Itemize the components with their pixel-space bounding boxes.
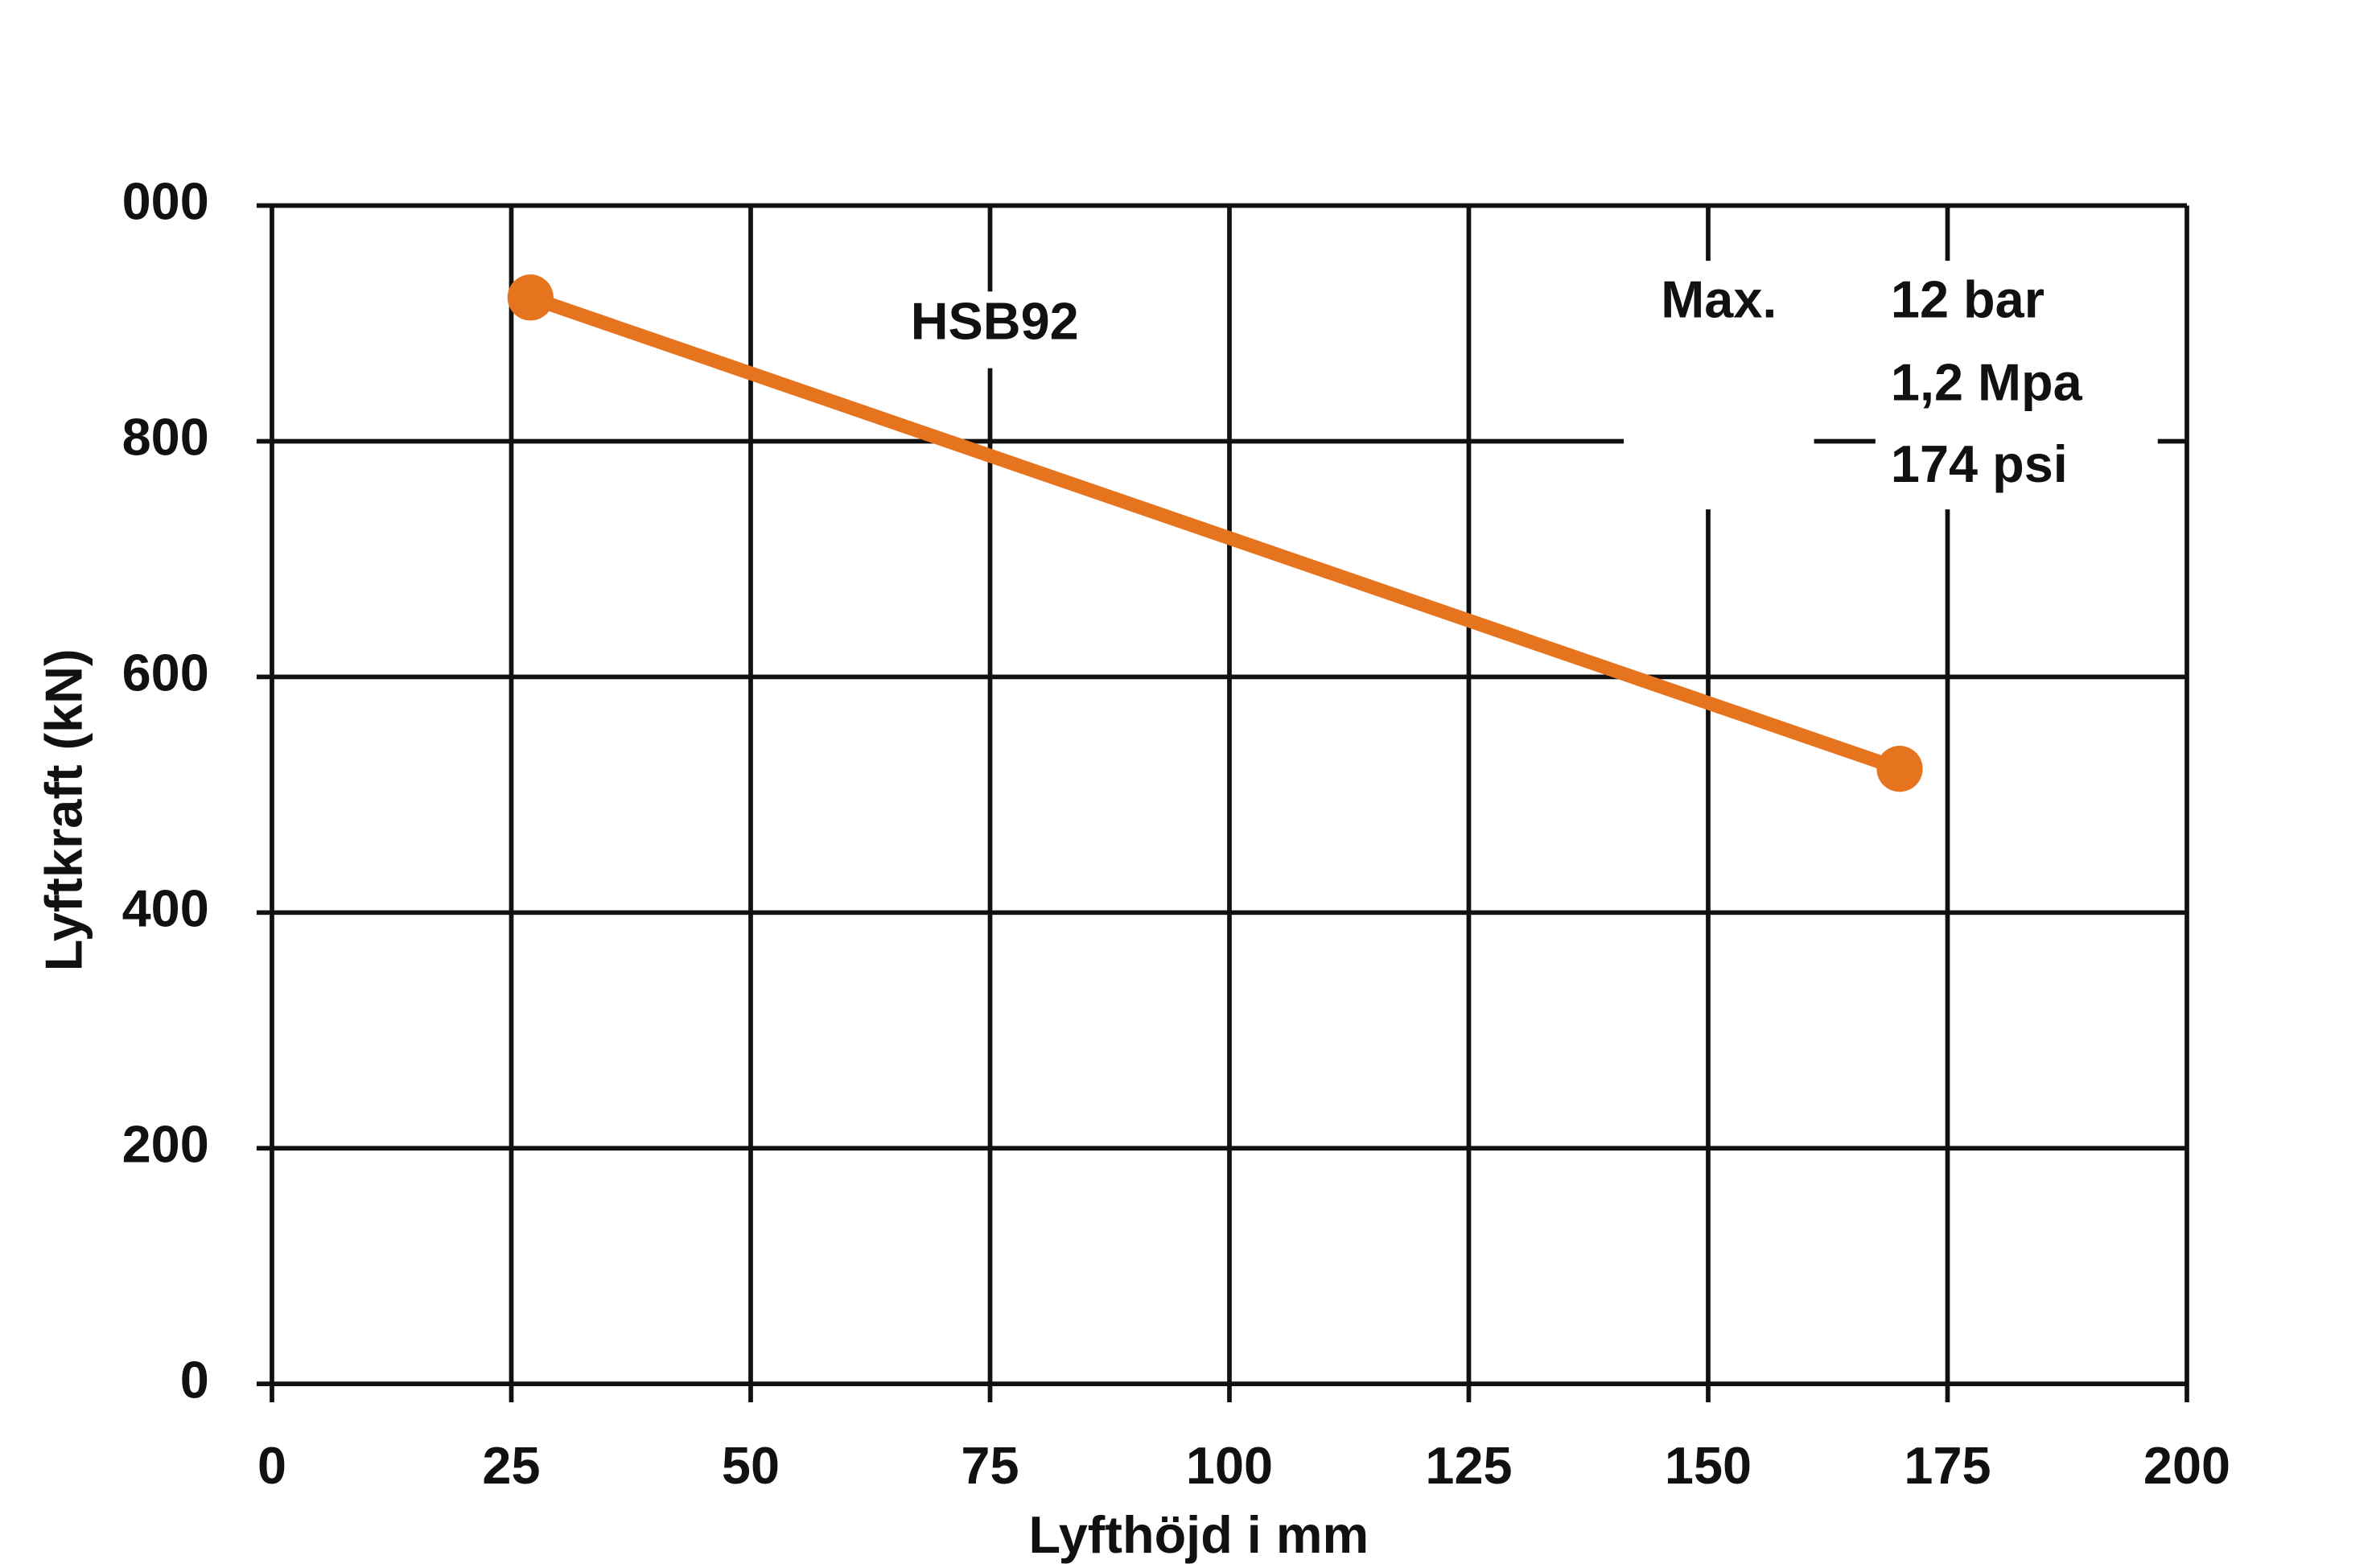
x-tick-label: 0 [257,1436,286,1495]
y-tick-label: 0 [180,1350,209,1409]
annotation: Max. [1661,270,1777,329]
x-tick-label: 200 [2143,1436,2230,1495]
x-tick-label: 175 [1904,1436,1991,1495]
series-line [523,290,1907,776]
y-axis-label: Lyftkraft (kN) [34,648,93,971]
y-tick-label: 800 [122,408,209,467]
x-tick-label: 25 [482,1436,540,1495]
y-tick-label: 600 [122,644,209,702]
annotation-background [899,291,1090,368]
point [1876,746,1923,792]
point [507,274,554,321]
x-axis-label: Lyfthöjd i mm [1029,1505,1369,1564]
annotation: 12 bar [1891,270,2045,329]
x-tick-label: 150 [1665,1436,1752,1495]
annotation: HSB92 [911,291,1079,350]
annotation: 1,2 Mpa [1891,353,2083,412]
y-tick-label: 200 [122,1114,209,1173]
x-tick-label: 100 [1186,1436,1273,1495]
annotation-background [1875,261,2158,510]
annotation: 174 psi [1891,434,2068,493]
x-tick-label: 75 [961,1436,1019,1495]
x-tick-label: 125 [1425,1436,1512,1495]
x-tick-label: 50 [722,1436,780,1495]
y-tick-label: 000 [122,172,209,231]
annotation-background [1624,261,1814,510]
y-tick-label: 400 [122,879,209,937]
